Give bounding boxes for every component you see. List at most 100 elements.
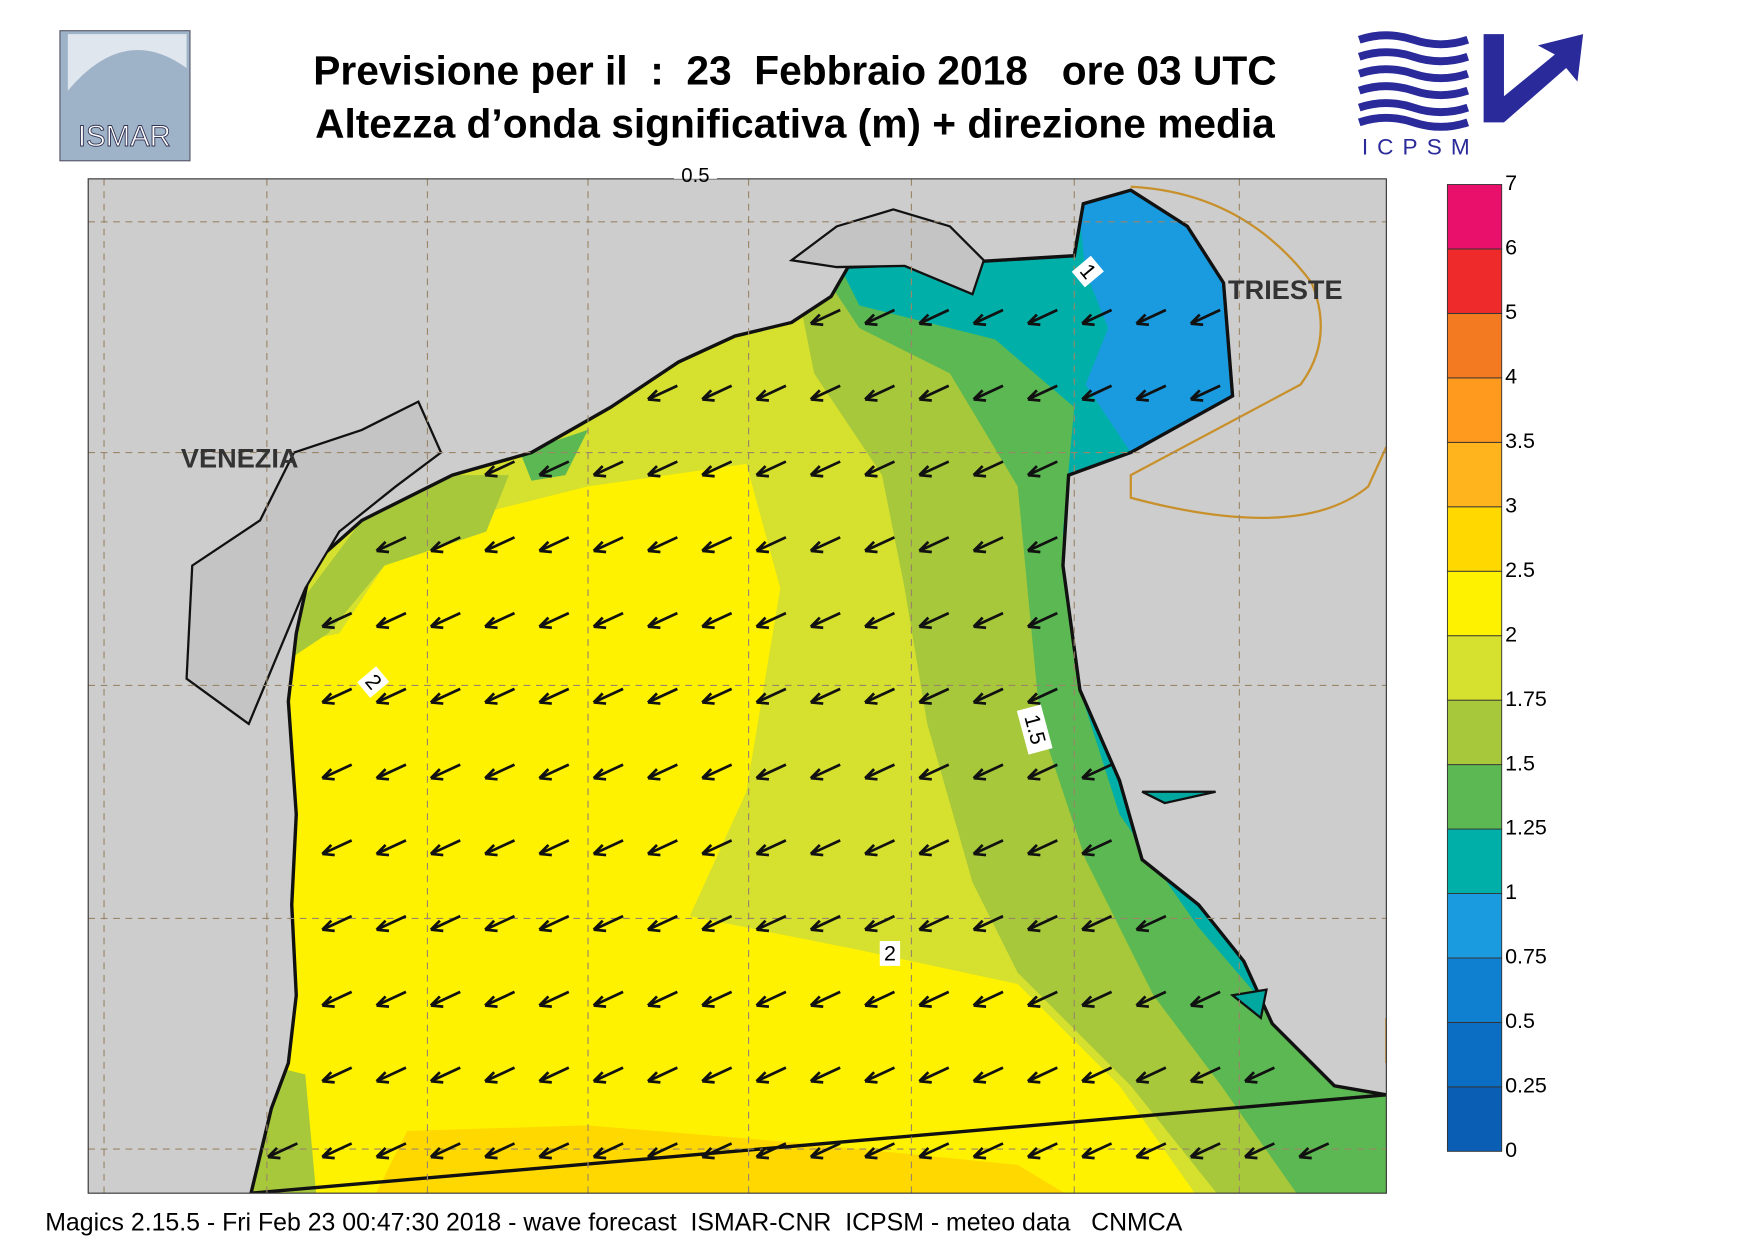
graticule xyxy=(88,178,1387,1194)
arrow xyxy=(972,611,1004,630)
arrow xyxy=(1189,308,1221,327)
arrow xyxy=(1135,384,1167,402)
logo-waves xyxy=(1357,31,1470,131)
arrow xyxy=(1081,308,1113,327)
arrow xyxy=(864,990,896,1008)
arrow xyxy=(701,460,733,478)
arrow xyxy=(701,536,733,554)
colorbar-bin xyxy=(1446,635,1503,701)
colorbar-tick-label: 2 xyxy=(1505,622,1517,646)
arrow xyxy=(1026,1066,1058,1084)
colorbar-tick-label: 1.5 xyxy=(1505,751,1535,775)
arrow xyxy=(864,914,896,933)
arrow xyxy=(755,1066,787,1084)
arrow xyxy=(1135,990,1167,1008)
arrow xyxy=(429,536,461,554)
arrow xyxy=(864,460,896,478)
arrow xyxy=(592,536,624,554)
ismar-logo: ISMAR xyxy=(59,30,191,162)
title: Previsione per il : 23 Febbraio 2018 ore… xyxy=(313,47,1276,93)
arrow xyxy=(1081,384,1113,402)
label-bg xyxy=(673,169,717,179)
arrow xyxy=(538,1142,570,1160)
arrow xyxy=(592,839,624,857)
label-bg xyxy=(1016,704,1053,755)
arrow xyxy=(864,1142,896,1160)
arrow xyxy=(646,536,678,554)
colorbar-tick-label: 5 xyxy=(1505,300,1517,324)
arrow xyxy=(592,990,624,1008)
colorbar-tick-label: 0.5 xyxy=(1505,1009,1535,1033)
arrow xyxy=(972,308,1004,327)
colorbar-tick-label: 3.5 xyxy=(1505,429,1535,453)
arrow xyxy=(809,990,841,1008)
arrow xyxy=(646,914,678,933)
arrow xyxy=(701,384,733,402)
arrow xyxy=(592,1142,624,1160)
arrow xyxy=(429,914,461,933)
arrow xyxy=(429,1066,461,1084)
arrow xyxy=(1189,1066,1221,1084)
arrow xyxy=(918,308,950,327)
label-bg xyxy=(357,666,390,698)
map-frame xyxy=(87,178,1387,1194)
arrow xyxy=(1026,308,1058,327)
arrow xyxy=(918,384,950,402)
arrow xyxy=(646,384,678,402)
arrow xyxy=(429,611,461,630)
logo-arrow xyxy=(1483,34,1584,123)
band xyxy=(520,429,589,481)
arrow xyxy=(918,914,950,933)
arrow xyxy=(864,611,896,630)
arrow xyxy=(755,687,787,705)
arrow xyxy=(538,763,570,781)
arrow xyxy=(809,611,841,630)
arrow xyxy=(375,914,407,933)
arrow xyxy=(1026,839,1058,857)
arrow xyxy=(538,839,570,857)
arrow xyxy=(1135,1066,1167,1084)
arrow xyxy=(755,990,787,1008)
arrow xyxy=(1135,914,1167,933)
colorbar-bin xyxy=(1446,764,1503,830)
arrow xyxy=(375,839,407,857)
arrow xyxy=(1081,763,1113,781)
colorbar-tick-label: 4 xyxy=(1505,365,1517,389)
logo-swirl xyxy=(67,34,187,91)
arrow xyxy=(592,460,624,478)
arrow xyxy=(1135,308,1167,327)
arrow xyxy=(1135,1142,1167,1160)
colorbar-tick-label: 1.25 xyxy=(1505,816,1547,840)
colorbar-bin xyxy=(1446,248,1503,314)
arrow xyxy=(1081,1066,1113,1084)
arrow xyxy=(701,611,733,630)
arrow xyxy=(375,1142,407,1160)
arrow xyxy=(701,839,733,857)
arrow xyxy=(646,1142,678,1160)
arrow xyxy=(429,763,461,781)
arrow xyxy=(646,839,678,857)
arrow xyxy=(375,1066,407,1084)
arrow xyxy=(701,763,733,781)
arrow xyxy=(1081,990,1113,1008)
arrow xyxy=(321,839,353,857)
contour-labels: 0.5 1 1.5 2 2 xyxy=(357,165,1104,966)
colorbar-bin xyxy=(1446,828,1503,894)
footer: Magics 2.15.5 - Fri Feb 23 00:47:30 2018… xyxy=(45,1208,1182,1236)
lagoon xyxy=(185,400,443,726)
island xyxy=(1141,790,1268,1020)
direction-arrows xyxy=(267,308,1330,1160)
arrow xyxy=(809,763,841,781)
arrow xyxy=(592,611,624,630)
arrow xyxy=(484,839,516,857)
arrow xyxy=(864,308,896,327)
arrow xyxy=(809,384,841,402)
arrow xyxy=(701,914,733,933)
arrow xyxy=(592,687,624,705)
arrow xyxy=(646,990,678,1008)
arrow xyxy=(701,1066,733,1084)
arrow xyxy=(592,763,624,781)
colorbar-bin xyxy=(1446,699,1503,766)
arrow xyxy=(809,536,841,554)
